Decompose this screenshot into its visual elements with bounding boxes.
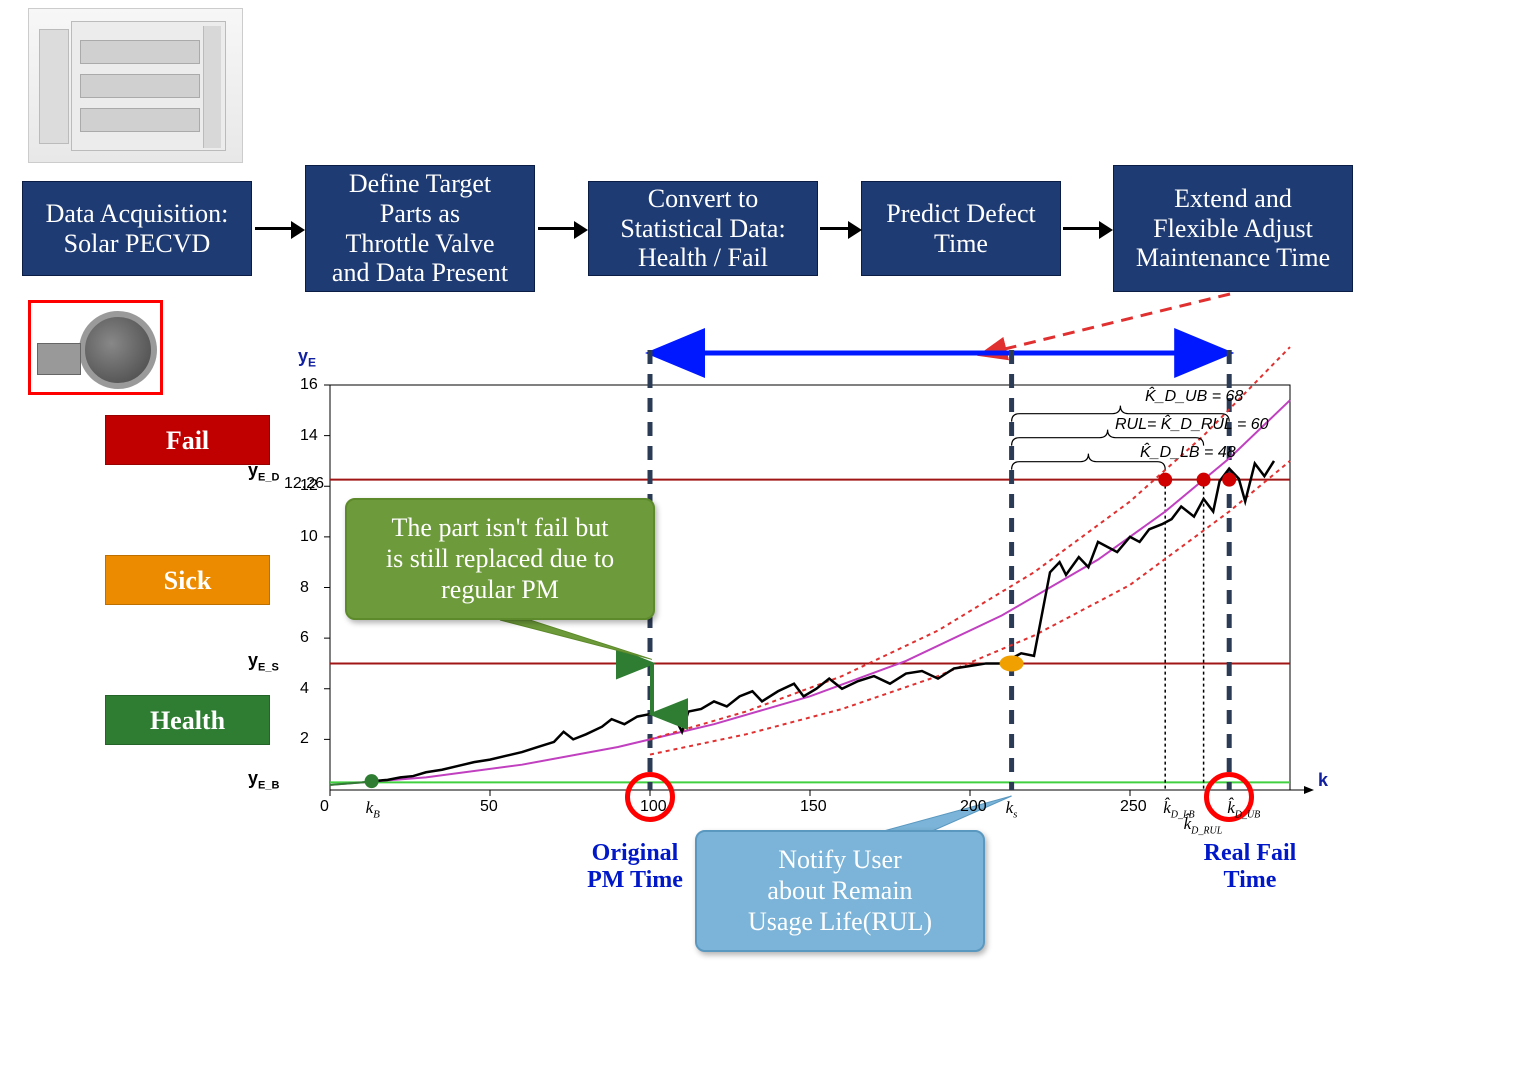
xtick-0: 0: [320, 798, 329, 816]
annot-kdlb: K̂_D_LB = 48: [1140, 444, 1236, 462]
threshold-yeb-label: yE_B: [248, 768, 279, 792]
status-fail: Fail: [105, 415, 270, 465]
label-original-pm: Original PM Time: [560, 840, 710, 894]
status-health: Health: [105, 695, 270, 745]
threshold-yed-label: yE_D: [248, 460, 279, 484]
annot-kdub: K̂_D_UB = 68: [1145, 388, 1243, 406]
flow-arrow-2: [820, 227, 848, 230]
ytick-16: 16: [300, 376, 318, 394]
flow-arrow-1: [538, 227, 574, 230]
status-sick: Sick: [105, 555, 270, 605]
x-annot: ks: [1006, 798, 1018, 820]
flow-box-3: Predict Defect Time: [861, 181, 1061, 276]
ytick-8: 8: [300, 579, 309, 597]
ytick-4: 4: [300, 680, 309, 698]
ytick-14: 14: [300, 427, 318, 445]
flow-box-1: Define Target Parts as Throttle Valve an…: [305, 165, 535, 292]
xtick-250: 250: [1120, 798, 1147, 816]
callout-notify-rul: Notify User about Remain Usage Life(RUL): [695, 830, 985, 952]
y-axis-title: yE: [298, 346, 316, 370]
flow-box-4: Extend and Flexible Adjust Maintenance T…: [1113, 165, 1353, 292]
threshold-yes-label: yE_S: [248, 650, 279, 674]
flow-box-2: Convert to Statistical Data: Health / Fa…: [588, 181, 818, 276]
x-axis-title: k: [1318, 770, 1328, 791]
flow-arrow-3: [1063, 227, 1099, 230]
flow-arrow-0: [255, 227, 291, 230]
label-real-fail: Real Fail Time: [1170, 840, 1330, 894]
xtick-100: 100: [640, 798, 667, 816]
xtick-50: 50: [480, 798, 498, 816]
ytick-2: 2: [300, 730, 309, 748]
ytick-6: 6: [300, 629, 309, 647]
x-annot: kB: [366, 798, 380, 820]
equipment-image: [28, 8, 243, 163]
xtick-150: 150: [800, 798, 827, 816]
ytick-10: 10: [300, 528, 318, 546]
xtick-200: 200: [960, 798, 987, 816]
x-annot: k̂D_UB: [1227, 798, 1260, 820]
x-annot: k̂D_RUL: [1184, 814, 1223, 836]
valve-image: [28, 300, 163, 395]
callout-pm-replace: The part isn't fail but is still replace…: [345, 498, 655, 620]
annot-rul: RUL= K̂_D_RUL = 60: [1115, 416, 1269, 434]
ytick-12: 12: [300, 477, 318, 495]
flow-box-0: Data Acquisition: Solar PECVD: [22, 181, 252, 276]
